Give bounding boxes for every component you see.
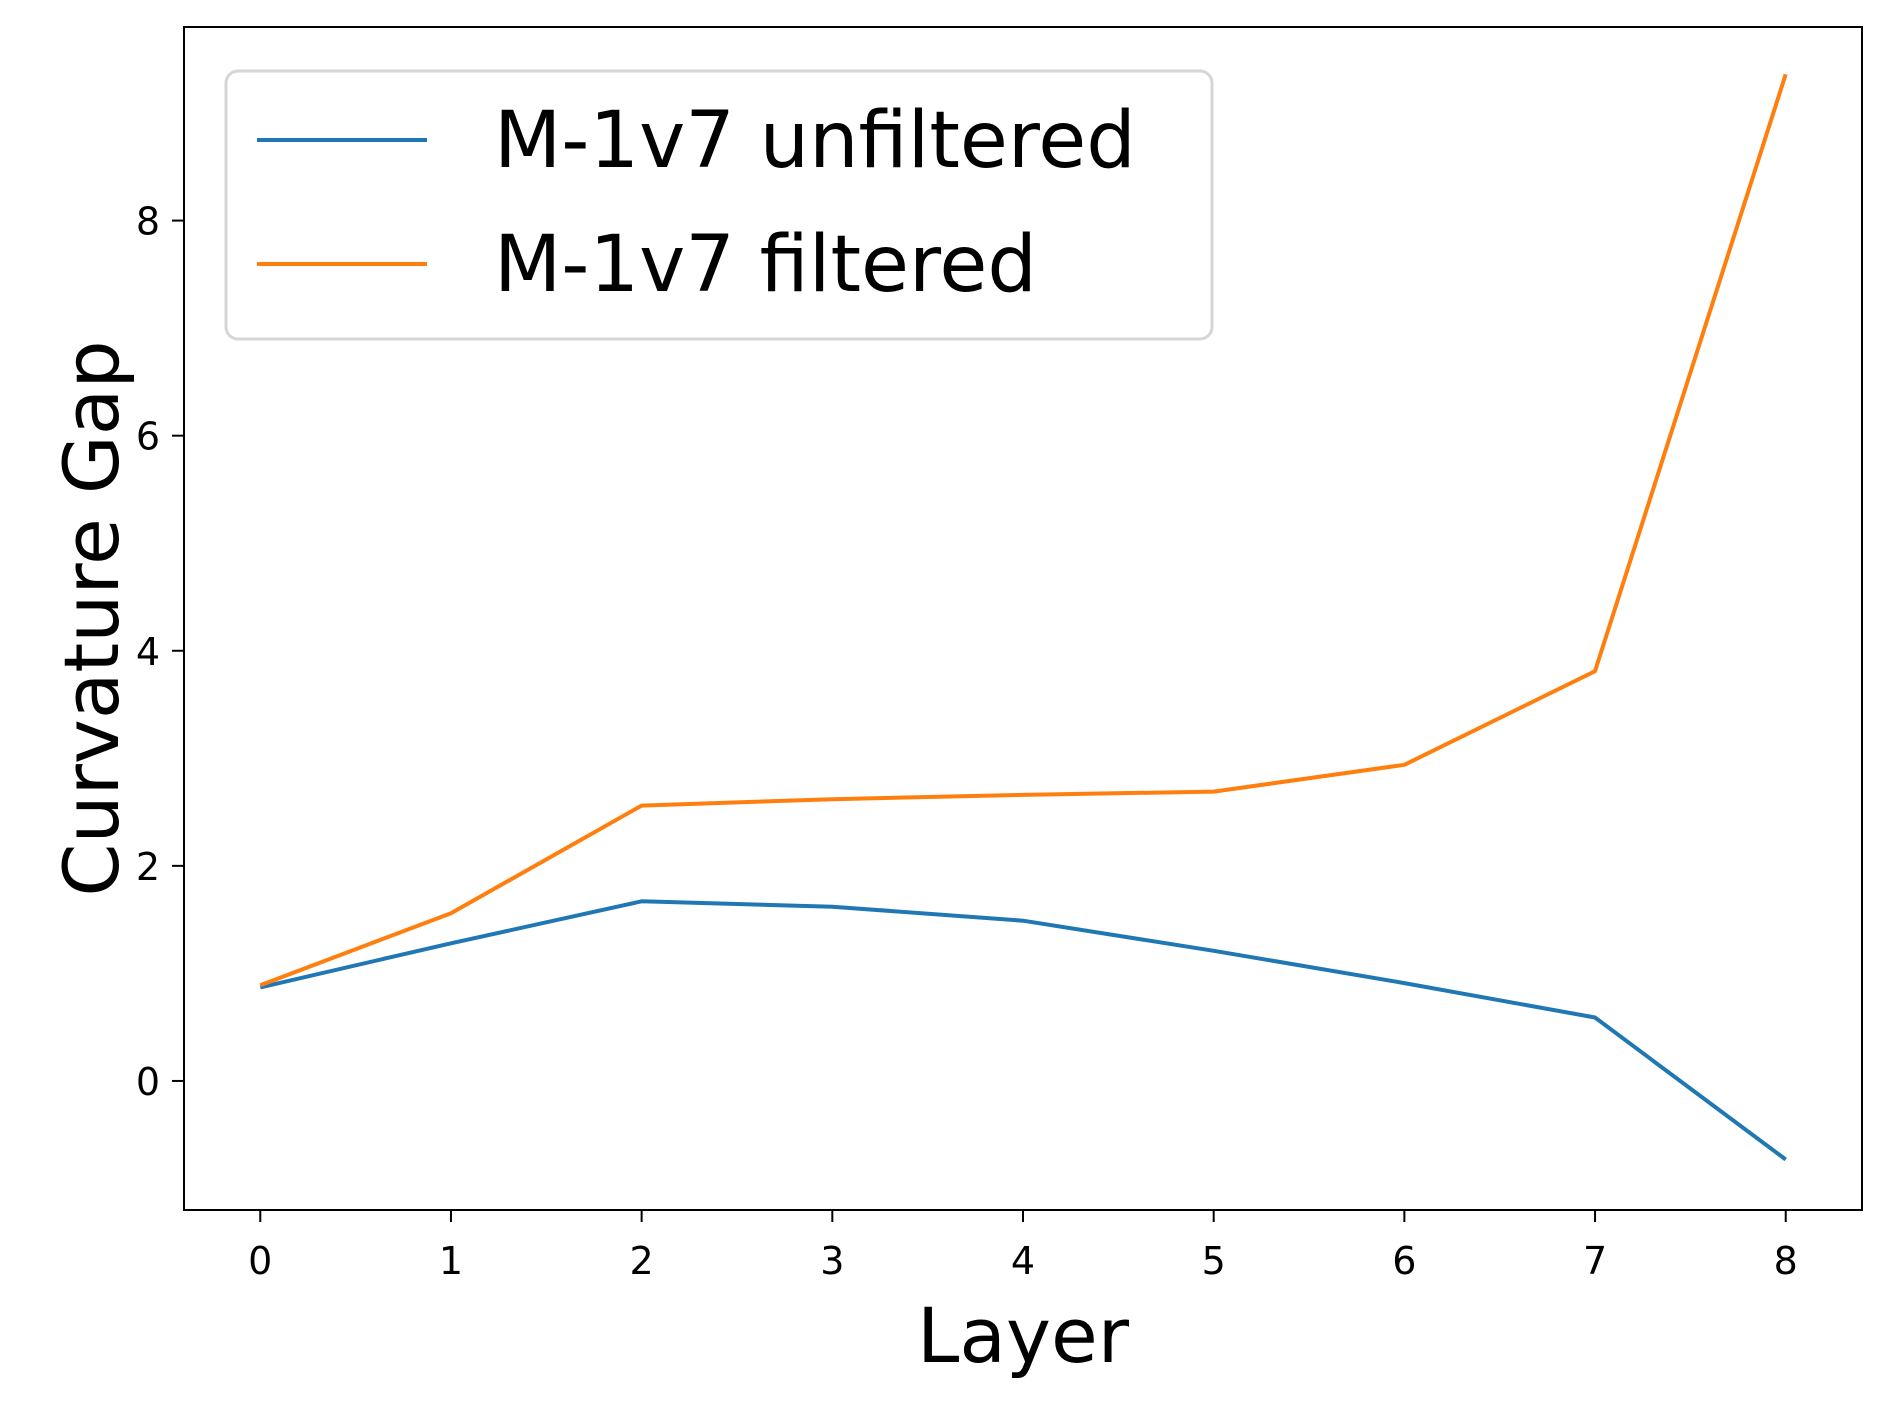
y-tick-label: 8 [136,200,160,244]
y-tick-label: 4 [136,630,160,674]
legend-label-1: M-1v7 filtered [494,220,1037,310]
ticks-layer: 0 1 2 3 4 5 6 7 8 0 2 4 6 8 [136,200,1798,1283]
x-tick-label: 1 [439,1239,463,1283]
x-tick-label: 0 [248,1239,272,1283]
y-tick-label: 6 [136,415,160,459]
x-tick-label: 7 [1583,1239,1607,1283]
legend-box [224,69,1214,341]
x-tick-label: 5 [1202,1239,1226,1283]
x-tick-label: 2 [630,1239,654,1283]
y-tick-label: 0 [136,1060,160,1104]
legend: M-1v7 unfiltered M-1v7 filtered [224,69,1214,341]
x-tick-label: 4 [1011,1239,1035,1283]
series-line-0 [259,899,1787,1162]
series-layer [259,73,1788,1162]
x-axis-label: Layer [917,1291,1130,1380]
y-tick-label: 2 [136,845,160,889]
x-tick-label: 6 [1392,1239,1416,1283]
x-tick-label: 3 [820,1239,844,1283]
y-axis-label: Curvature Gap [47,340,136,896]
x-tick-label: 8 [1774,1239,1798,1283]
series-line-1 [259,73,1788,988]
legend-label-0: M-1v7 unfiltered [494,96,1136,186]
